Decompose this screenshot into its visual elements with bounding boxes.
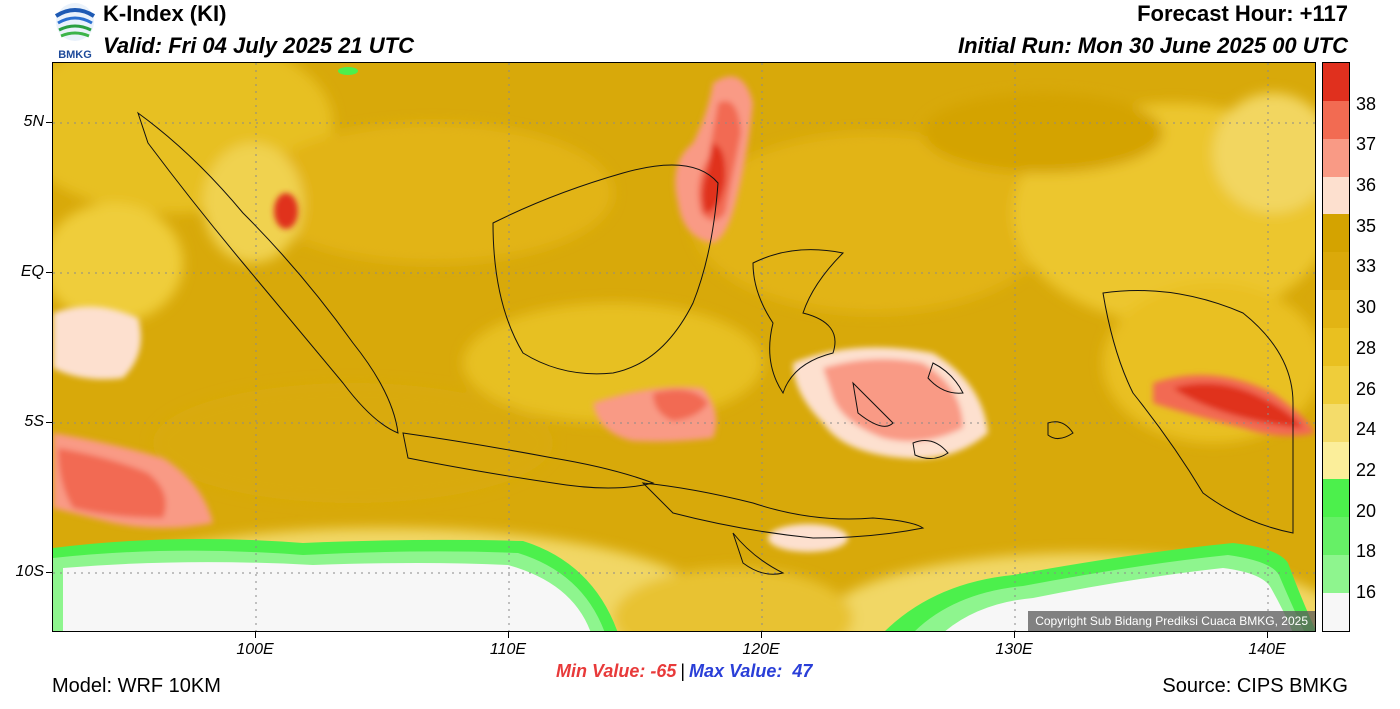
colorbar-segment (1323, 252, 1349, 291)
lat-tick (46, 572, 52, 573)
lon-label-110e: 110E (489, 641, 527, 658)
lon-label-120e: 120E (742, 641, 780, 658)
colorbar-segment (1323, 479, 1349, 518)
source-label: Source: CIPS BMKG (1162, 675, 1348, 697)
valid-time: Valid: Fri 04 July 2025 21 UTC (103, 33, 414, 58)
lon-tick (1267, 632, 1268, 638)
model-label: Model: WRF 10KM (52, 675, 221, 697)
lat-label-eq: EQ (20, 263, 44, 280)
min-value: Min Value: -65 (556, 661, 677, 681)
colorbar-label: 16 (1356, 582, 1377, 602)
copyright-notice: Copyright Sub Bidang Prediksi Cuaca BMKG… (1028, 611, 1315, 631)
colorbar-segment (1323, 593, 1349, 631)
colorbar-segment (1323, 555, 1349, 594)
colorbar-label: 22 (1356, 460, 1377, 480)
colorbar-label: 35 (1356, 216, 1377, 236)
forecast-hour: Forecast Hour: +117 (1137, 1, 1348, 26)
bmkg-logo: BMKG (54, 3, 96, 60)
lat-label-5n: 5N (23, 113, 44, 130)
colorbar-segment (1323, 290, 1349, 329)
colorbar-segment (1323, 328, 1349, 366)
lon-tick (508, 632, 509, 638)
colorbar-label: 18 (1356, 541, 1377, 561)
separator: | (680, 661, 686, 681)
lon-label-130e: 130E (995, 641, 1033, 658)
lon-label-100e: 100E (236, 641, 274, 658)
logo-text: BMKG (58, 49, 92, 60)
gridlines (53, 63, 1315, 631)
colorbar-label: 38 (1356, 94, 1377, 114)
colorbar-segment (1323, 403, 1349, 442)
lat-tick (46, 422, 52, 423)
colorbar-label: 28 (1356, 338, 1377, 358)
min-max-values: Min Value: -65 | Max Value: 47 (556, 661, 812, 682)
lat-tick (46, 272, 52, 273)
colorbar-segment (1323, 517, 1349, 556)
coastlines (137, 111, 1294, 575)
colorbar-segment (1323, 176, 1349, 215)
lon-tick (255, 632, 256, 638)
initial-run: Initial Run: Mon 30 June 2025 00 UTC (958, 33, 1348, 58)
lon-tick (1014, 632, 1015, 638)
colorbar (1322, 62, 1350, 632)
colorbar-label: 36 (1356, 175, 1377, 195)
colorbar-segment (1323, 100, 1349, 139)
lat-label-5s: 5S (24, 413, 44, 430)
chart-title: K-Index (KI) (103, 1, 227, 26)
colorbar-label: 30 (1356, 297, 1377, 317)
colorbar-segment (1323, 441, 1349, 480)
colorbar-label: 37 (1356, 134, 1377, 154)
colorbar-label: 24 (1356, 419, 1377, 439)
colorbar-segment (1323, 214, 1349, 253)
lon-tick (761, 632, 762, 638)
lat-tick (46, 122, 52, 123)
lat-label-10s: 10S (15, 563, 44, 580)
high-index-areas (53, 76, 1315, 552)
lon-label-140e: 140E (1248, 641, 1286, 658)
colorbar-segment (1323, 63, 1349, 101)
colorbar-segment (1323, 138, 1349, 177)
colorbar-segment (1323, 365, 1349, 404)
max-value: Max Value: 47 (689, 661, 813, 681)
map-canvas (53, 63, 1315, 631)
k-index-map[interactable]: Copyright Sub Bidang Prediksi Cuaca BMKG… (52, 62, 1316, 632)
colorbar-label: 20 (1356, 501, 1377, 521)
colorbar-label: 33 (1356, 256, 1377, 276)
colorbar-label: 26 (1356, 379, 1377, 399)
